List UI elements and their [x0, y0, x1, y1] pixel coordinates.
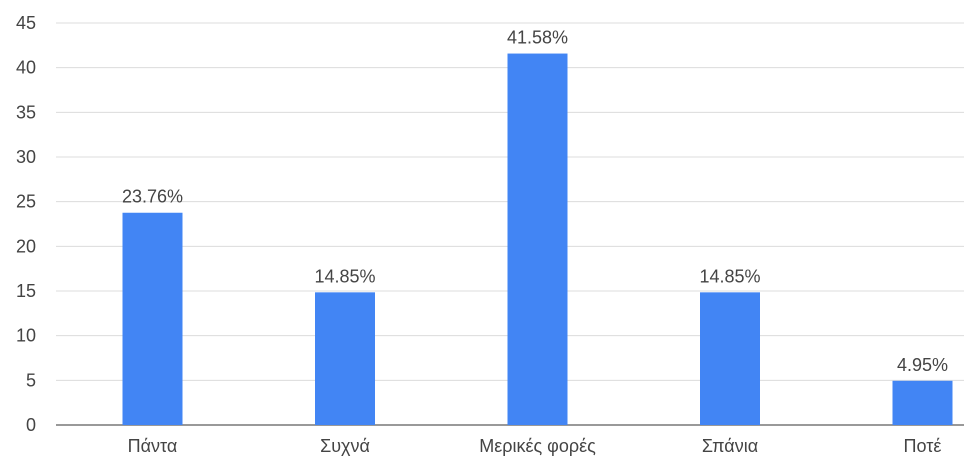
data-label: 14.85% [314, 266, 375, 286]
y-tick-label: 45 [16, 13, 36, 33]
x-axis-category-labels: Πάντα Συχνά Μερικές φορές Σπάνια Ποτέ [128, 436, 942, 456]
y-tick-label: 25 [16, 192, 36, 212]
category-label: Συχνά [320, 436, 370, 456]
y-tick-label: 5 [26, 370, 36, 390]
category-label: Μερικές φορές [479, 436, 596, 456]
bar [700, 292, 760, 425]
bars [122, 53, 953, 425]
category-label: Πάντα [128, 436, 178, 456]
y-tick-label: 20 [16, 236, 36, 256]
y-tick-label: 40 [16, 58, 36, 78]
data-label: 41.58% [507, 28, 568, 48]
data-labels: 23.76% 14.85% 41.58% 14.85% 4.95% [122, 28, 948, 375]
bar [892, 380, 953, 425]
data-label: 14.85% [699, 266, 760, 286]
bar [315, 292, 375, 425]
data-label: 23.76% [122, 187, 183, 207]
y-tick-label: 0 [26, 415, 36, 435]
y-tick-label: 30 [16, 147, 36, 167]
y-axis-tick-labels: 0 5 10 15 20 25 30 35 40 45 [16, 13, 36, 435]
y-tick-label: 35 [16, 102, 36, 122]
category-label: Ποτέ [904, 436, 942, 456]
category-label: Σπάνια [702, 436, 758, 456]
y-tick-label: 10 [16, 326, 36, 346]
y-tick-label: 15 [16, 281, 36, 301]
bar [507, 53, 568, 425]
data-label: 4.95% [897, 355, 948, 375]
bar [122, 212, 183, 425]
